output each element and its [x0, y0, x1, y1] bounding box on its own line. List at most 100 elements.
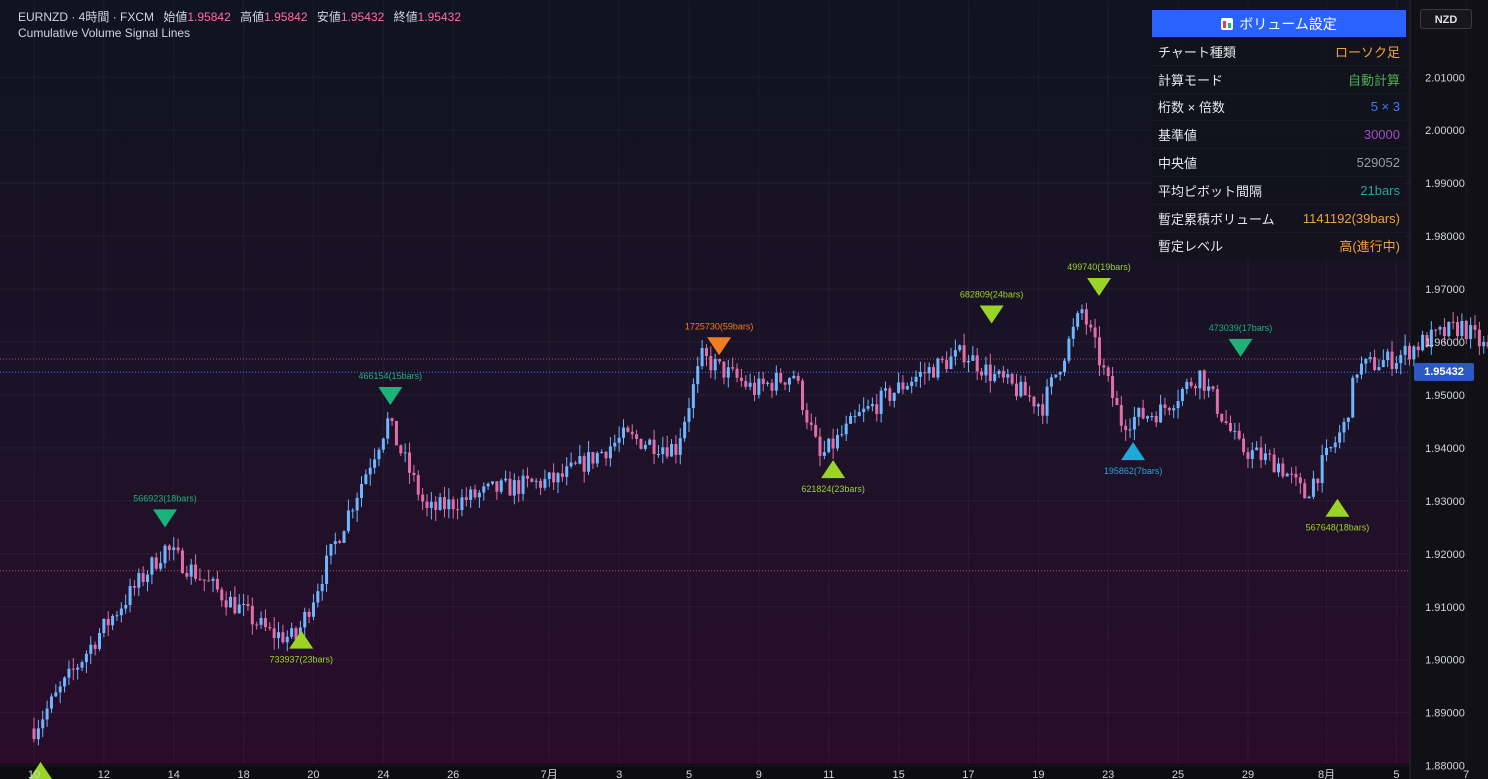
- candle: [163, 544, 167, 569]
- settings-row-value: 529052: [1356, 155, 1400, 171]
- candle: [146, 570, 150, 592]
- candle: [185, 565, 189, 580]
- signal-marker-8[interactable]: [1121, 442, 1146, 461]
- candle: [1106, 365, 1110, 382]
- candle: [993, 365, 997, 383]
- candle: [1036, 402, 1040, 417]
- candle: [54, 684, 58, 698]
- candle: [521, 469, 525, 501]
- candle: [456, 498, 460, 520]
- candle: [176, 538, 180, 554]
- candle: [940, 356, 944, 364]
- candle: [360, 476, 363, 507]
- candle: [373, 448, 377, 474]
- candle: [495, 481, 499, 500]
- candle: [635, 429, 639, 445]
- candle: [381, 437, 385, 453]
- price-axis-label: 1.93000: [1425, 496, 1465, 508]
- candle: [534, 478, 538, 489]
- candle: [281, 624, 285, 644]
- symbol-label[interactable]: EURNZD · 4時間 · FXCM: [18, 10, 154, 24]
- candle: [194, 554, 198, 582]
- signal-marker-5[interactable]: [821, 460, 846, 479]
- candle: [469, 486, 473, 508]
- signal-marker-4[interactable]: [707, 337, 732, 356]
- candle: [849, 412, 853, 424]
- candle: [1294, 466, 1298, 487]
- candle: [700, 339, 704, 370]
- candle: [1006, 368, 1010, 384]
- candle: [1163, 397, 1167, 416]
- signal-marker-10[interactable]: [1325, 498, 1350, 517]
- candle: [1194, 383, 1198, 396]
- candle: [202, 579, 206, 592]
- time-axis-label: 5: [1393, 769, 1399, 779]
- candle: [1141, 399, 1145, 420]
- candle: [473, 484, 477, 500]
- candle: [98, 628, 101, 652]
- candle: [207, 569, 211, 582]
- candle: [1381, 349, 1385, 368]
- price-axis-label: 2.00000: [1425, 125, 1465, 137]
- settings-row-label: 桁数 × 倍数: [1158, 100, 1225, 116]
- candle: [325, 544, 329, 592]
- indicator-name[interactable]: Cumulative Volume Signal Lines: [18, 26, 191, 40]
- signal-marker-6[interactable]: [979, 305, 1004, 324]
- signal-marker-0[interactable]: [29, 761, 53, 779]
- candle: [525, 467, 529, 488]
- candle: [386, 411, 390, 445]
- signal-marker-2[interactable]: [289, 630, 314, 649]
- candle: [1115, 390, 1119, 406]
- settings-panel-header[interactable]: ボリューム設定: [1152, 10, 1406, 37]
- candle: [753, 375, 756, 402]
- candle: [1456, 316, 1460, 342]
- candle: [442, 486, 446, 518]
- signal-marker-1[interactable]: [153, 509, 177, 528]
- candle: [1351, 375, 1355, 418]
- signal-marker-3[interactable]: [378, 387, 403, 406]
- candle: [106, 611, 110, 636]
- time-axis-labels[interactable]: 101214182024267月359111517192325298月579: [28, 769, 1488, 779]
- open-label: 始値: [163, 10, 188, 24]
- candle: [1403, 334, 1407, 366]
- price-axis-labels[interactable]: 2.01000 2.00000 1.99000 1.98000 1.97000 1.960…: [1425, 72, 1465, 772]
- candle: [102, 618, 106, 638]
- candle: [1412, 345, 1416, 367]
- candle: [111, 614, 115, 630]
- signal-label-9: 473039(17bars): [1209, 323, 1273, 333]
- signal-marker-9[interactable]: [1228, 338, 1253, 357]
- candle: [1460, 313, 1464, 340]
- signal-marker-7[interactable]: [1087, 277, 1112, 296]
- time-axis-label: 25: [1172, 769, 1184, 779]
- candle: [1268, 449, 1272, 461]
- candle: [958, 344, 962, 353]
- candle: [731, 357, 735, 372]
- signal-label-6: 682809(24bars): [960, 289, 1024, 299]
- currency-badge[interactable]: NZD: [1420, 9, 1472, 29]
- candle: [259, 611, 263, 629]
- candle: [425, 494, 429, 517]
- candle: [76, 663, 80, 680]
- candle: [1172, 404, 1176, 419]
- candle: [1071, 318, 1075, 347]
- candle: [975, 348, 979, 381]
- signal-markers: 566923(18bars) 733937(23bars) 466154(15bar…: [29, 262, 1369, 779]
- candle: [897, 372, 901, 394]
- candle: [285, 630, 289, 652]
- candle: [718, 358, 722, 365]
- candle: [1451, 312, 1455, 330]
- candlestick-series: [32, 302, 1488, 746]
- candle: [613, 434, 617, 451]
- candle: [80, 660, 84, 672]
- time-axis-label: 24: [377, 769, 389, 779]
- candle: [949, 347, 953, 370]
- candle: [517, 476, 521, 503]
- candle: [1377, 359, 1381, 371]
- settings-row-5: 平均ピボット間隔 21bars: [1152, 176, 1406, 204]
- candle: [412, 465, 416, 482]
- time-axis-label: 5: [686, 769, 692, 779]
- candle: [639, 438, 643, 450]
- candle: [927, 362, 931, 381]
- time-axis-label: 3: [616, 769, 622, 779]
